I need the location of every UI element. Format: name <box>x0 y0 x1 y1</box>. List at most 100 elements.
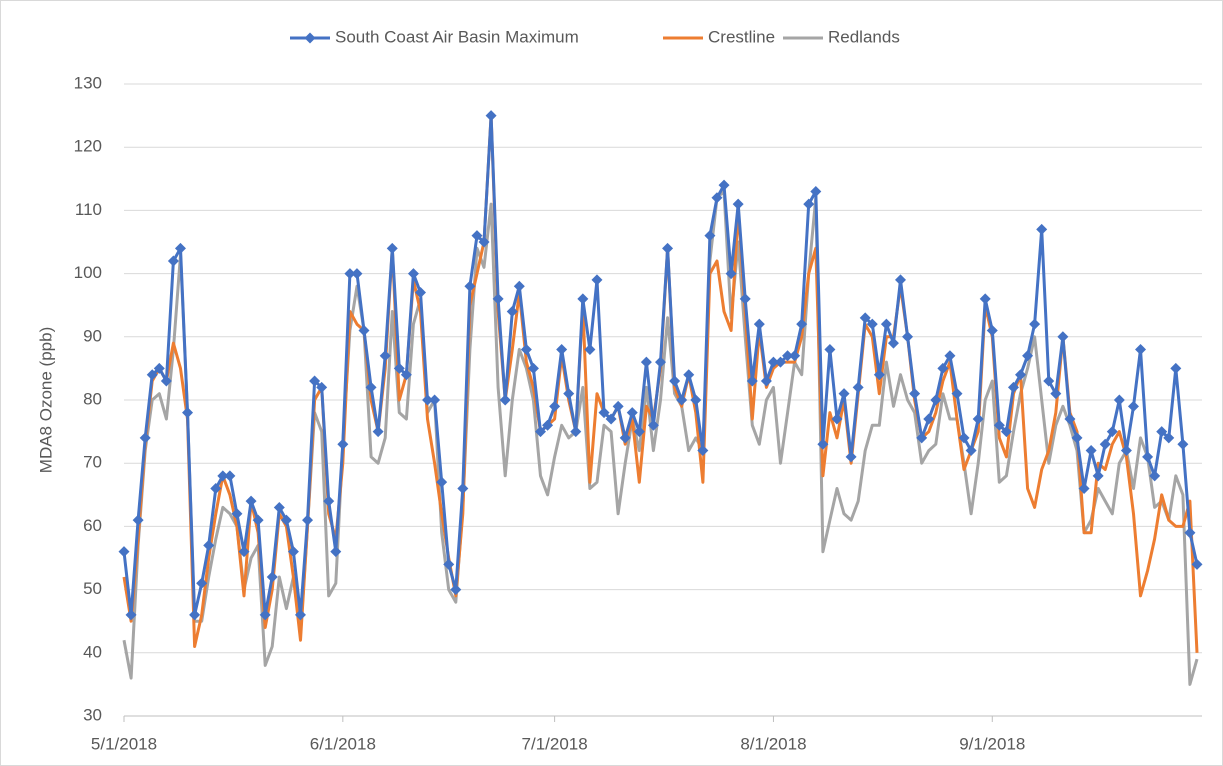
legend-label: Crestline <box>708 27 775 46</box>
data-point <box>139 432 151 444</box>
y-tick-label: 110 <box>75 200 102 219</box>
data-point <box>697 445 709 457</box>
data-point <box>1135 343 1147 355</box>
legend-label: South Coast Air Basin Maximum <box>335 27 579 46</box>
x-tick-label: 9/1/2018 <box>959 734 1025 753</box>
data-point <box>478 236 490 248</box>
data-point <box>513 280 525 292</box>
data-point <box>506 306 518 318</box>
data-point <box>316 381 328 393</box>
data-point <box>902 331 914 343</box>
data-point <box>259 609 271 621</box>
data-point <box>1036 223 1048 235</box>
data-point <box>1064 413 1076 425</box>
data-point <box>196 577 208 589</box>
data-point <box>767 356 779 368</box>
data-point <box>358 324 370 336</box>
data-point <box>330 546 342 558</box>
data-point <box>407 268 419 280</box>
data-point <box>174 242 186 254</box>
data-point <box>1050 388 1062 400</box>
data-point <box>252 514 264 526</box>
y-tick-label: 80 <box>83 389 102 408</box>
data-point <box>972 413 984 425</box>
x-tick-label: 8/1/2018 <box>740 734 806 753</box>
data-point <box>930 394 942 406</box>
data-point <box>1127 400 1139 412</box>
data-point <box>118 546 130 558</box>
data-point <box>577 293 589 305</box>
data-point <box>647 419 659 431</box>
data-point <box>711 192 723 204</box>
y-tick-label: 60 <box>83 516 102 535</box>
data-point <box>294 609 306 621</box>
data-point <box>739 293 751 305</box>
data-point <box>958 432 970 444</box>
data-point <box>1120 445 1132 457</box>
y-tick-label: 40 <box>83 642 102 661</box>
data-point <box>344 268 356 280</box>
data-point <box>429 394 441 406</box>
y-tick-label: 90 <box>83 326 102 345</box>
y-tick-label: 30 <box>83 705 102 724</box>
data-point <box>986 324 998 336</box>
data-point <box>655 356 666 368</box>
data-point <box>1085 445 1097 457</box>
data-point <box>852 381 864 393</box>
data-point <box>1191 558 1203 570</box>
data-point <box>414 287 426 299</box>
data-point <box>471 230 483 242</box>
data-point <box>640 356 652 368</box>
data-point <box>880 318 892 330</box>
data-point <box>570 426 582 438</box>
y-tick-label: 130 <box>74 73 102 92</box>
data-point <box>810 185 822 197</box>
data-point <box>923 413 935 425</box>
data-point <box>1156 426 1168 438</box>
y-axis-label: MDA8 Ozone (ppb) <box>36 327 55 473</box>
data-point <box>782 350 794 362</box>
y-tick-label: 70 <box>83 453 102 472</box>
data-point <box>1022 350 1034 362</box>
data-point <box>125 609 137 621</box>
data-point <box>520 343 532 355</box>
data-point <box>436 476 448 488</box>
data-point <box>775 356 787 368</box>
data-point <box>803 198 815 210</box>
data-point <box>887 337 899 349</box>
data-point <box>1057 331 1069 343</box>
data-point <box>280 514 292 526</box>
data-point <box>1015 369 1027 381</box>
data-point <box>824 343 836 355</box>
data-point <box>450 584 462 596</box>
data-point <box>584 343 596 355</box>
data-point <box>351 268 363 280</box>
data-point <box>993 419 1005 431</box>
data-point <box>337 438 349 450</box>
data-point <box>1113 394 1125 406</box>
data-point <box>1184 527 1196 539</box>
data-point <box>485 110 497 122</box>
data-point <box>224 470 236 482</box>
data-point <box>379 350 391 362</box>
data-point <box>563 388 575 400</box>
data-point <box>189 609 201 621</box>
data-point <box>182 407 194 419</box>
data-point <box>937 362 949 374</box>
data-point <box>605 413 617 425</box>
data-point <box>690 394 702 406</box>
data-point <box>718 179 730 191</box>
data-point <box>1078 482 1090 494</box>
data-point <box>683 369 695 381</box>
data-point <box>725 268 737 280</box>
data-point <box>231 508 243 520</box>
data-point <box>866 318 878 330</box>
data-point <box>1099 438 1111 450</box>
data-point <box>873 369 885 381</box>
data-point <box>831 413 843 425</box>
y-tick-label: 100 <box>74 263 102 282</box>
data-point <box>1163 432 1175 444</box>
legend-label: Redlands <box>828 27 900 46</box>
data-point <box>1071 432 1083 444</box>
